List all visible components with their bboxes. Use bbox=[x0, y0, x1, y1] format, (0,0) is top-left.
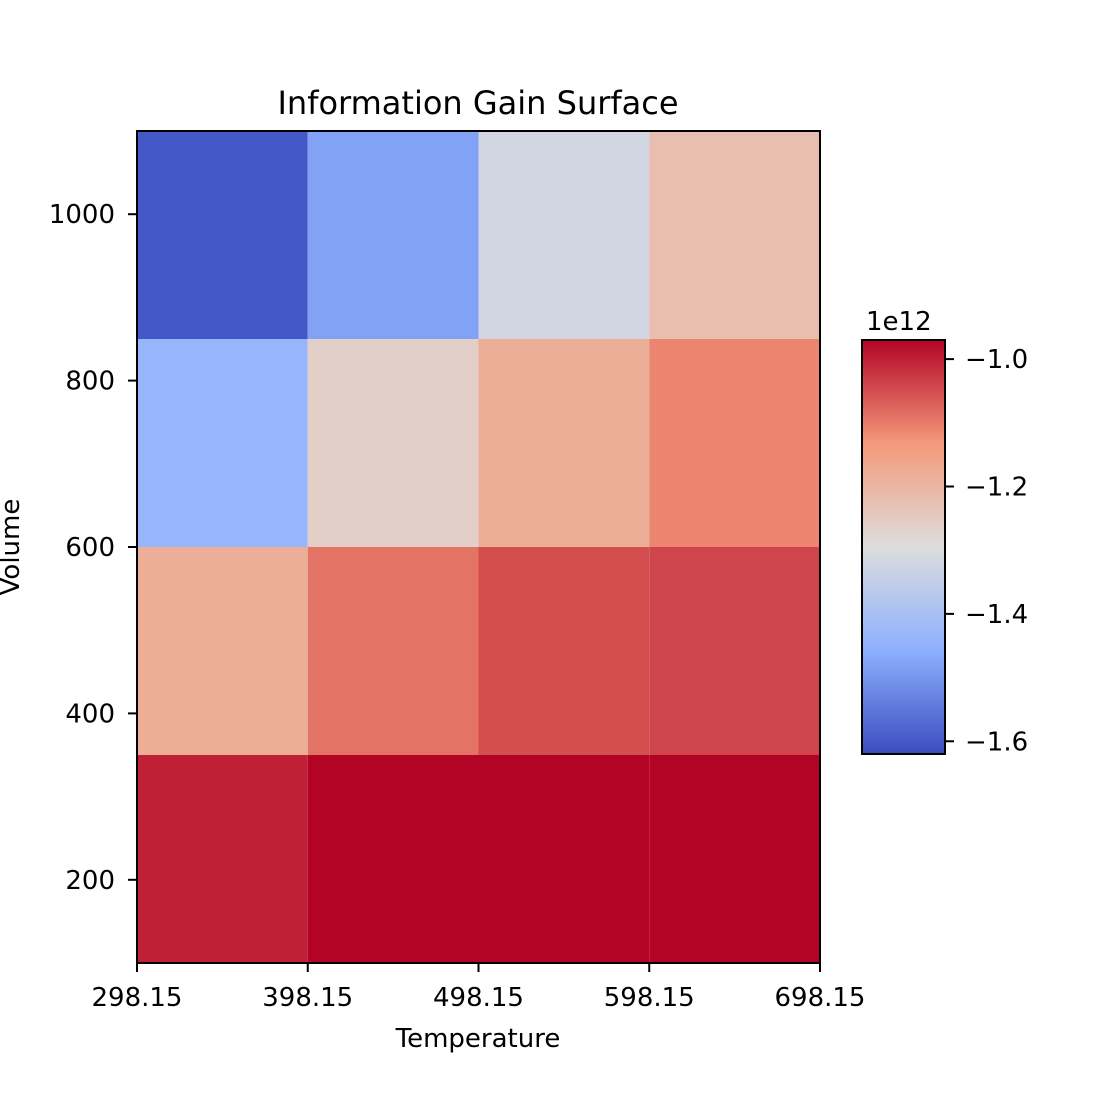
heatmap-cell bbox=[137, 755, 308, 963]
heatmap-cell bbox=[137, 339, 308, 547]
y-axis: 200 400 600 800 1000 bbox=[49, 200, 137, 896]
heatmap-cell bbox=[649, 339, 820, 547]
heatmap-cell bbox=[478, 339, 650, 547]
heatmap-cell bbox=[478, 755, 650, 963]
heatmap-cell bbox=[307, 755, 479, 963]
y-tick-label: 200 bbox=[65, 866, 115, 896]
heatmap-cell bbox=[137, 547, 308, 755]
heatmap-cell bbox=[478, 547, 650, 755]
y-tick-label: 400 bbox=[65, 699, 115, 729]
heatmap-cell bbox=[649, 755, 820, 963]
heatmap-cell bbox=[478, 131, 650, 339]
y-axis-label: Volume bbox=[0, 499, 26, 596]
y-tick-label: 1000 bbox=[49, 200, 115, 230]
heatmap-cell bbox=[307, 131, 479, 339]
heatmap-cells bbox=[137, 131, 820, 963]
x-tick-label: 598.15 bbox=[604, 983, 695, 1013]
heatmap-cell bbox=[137, 131, 308, 339]
x-axis-label: Temperature bbox=[395, 1024, 561, 1054]
heatmap-cell bbox=[649, 547, 820, 755]
heatmap-cell bbox=[649, 131, 820, 339]
colorbar-ticks: −1.0 −1.2 −1.4 −1.6 bbox=[945, 345, 1028, 757]
colorbar-tick-label: −1.0 bbox=[965, 345, 1028, 375]
colorbar-tick-label: −1.2 bbox=[965, 472, 1028, 502]
colorbar-exponent-label: 1e12 bbox=[866, 307, 932, 337]
heatmap-cell bbox=[307, 339, 479, 547]
y-tick-label: 800 bbox=[65, 367, 115, 397]
x-tick-label: 398.15 bbox=[262, 983, 353, 1013]
chart-title: Information Gain Surface bbox=[277, 84, 678, 122]
x-axis: 298.15 398.15 498.15 598.15 698.15 bbox=[92, 963, 866, 1013]
x-tick-label: 298.15 bbox=[92, 983, 183, 1013]
heatmap-cell bbox=[307, 547, 479, 755]
x-tick-label: 698.15 bbox=[775, 983, 866, 1013]
colorbar-tick-label: −1.6 bbox=[965, 727, 1028, 757]
colorbar bbox=[861, 339, 946, 755]
colorbar-tick-label: −1.4 bbox=[965, 600, 1028, 630]
y-tick-label: 600 bbox=[65, 533, 115, 563]
x-tick-label: 498.15 bbox=[433, 983, 524, 1013]
